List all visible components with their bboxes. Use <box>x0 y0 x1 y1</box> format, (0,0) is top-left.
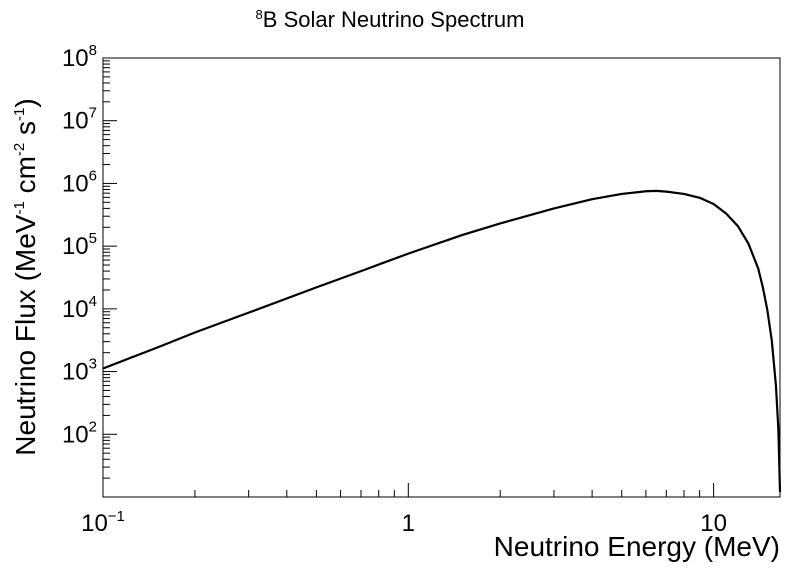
y-label-part3: s <box>10 121 41 143</box>
y-tick-label: 108 <box>62 42 97 72</box>
x-axis-tick-labels: 10−1 1 10 <box>81 508 727 537</box>
x-axis-label: Neutrino Energy (MeV) <box>494 531 780 562</box>
x-tick-label: 10 <box>700 510 727 537</box>
y-label-sup3: -1 <box>11 108 28 121</box>
chart-title: 8B Solar Neutrino Spectrum <box>256 7 525 32</box>
x-axis-ticks <box>102 483 715 497</box>
y-label-part1: Neutrino Flux (MeV <box>10 214 41 456</box>
series-line <box>102 189 782 493</box>
chart-title-text: B Solar Neutrino Spectrum <box>263 7 525 32</box>
y-label-part4: ) <box>10 98 41 107</box>
x-tick-label: 10−1 <box>81 508 125 537</box>
y-axis-ticks <box>103 57 117 498</box>
y-axis-label: Neutrino Flux (MeV-1 cm-2 s-1) <box>10 98 41 455</box>
y-label-sup1: -1 <box>11 201 28 214</box>
y-label-sup2: -2 <box>11 143 28 156</box>
x-tick-label: 1 <box>402 510 415 537</box>
y-tick-label: 107 <box>62 105 97 135</box>
chart-title-sup: 8 <box>256 7 263 22</box>
y-tick-label: 105 <box>62 230 97 260</box>
y-tick-label: 106 <box>62 167 97 197</box>
y-label-part2: cm <box>10 156 41 201</box>
plot-frame <box>102 57 781 498</box>
y-axis-tick-labels: 102 103 104 105 106 107 108 <box>62 42 97 448</box>
y-tick-label: 103 <box>62 356 97 386</box>
y-tick-label: 102 <box>62 418 97 448</box>
y-tick-label: 104 <box>62 293 97 323</box>
